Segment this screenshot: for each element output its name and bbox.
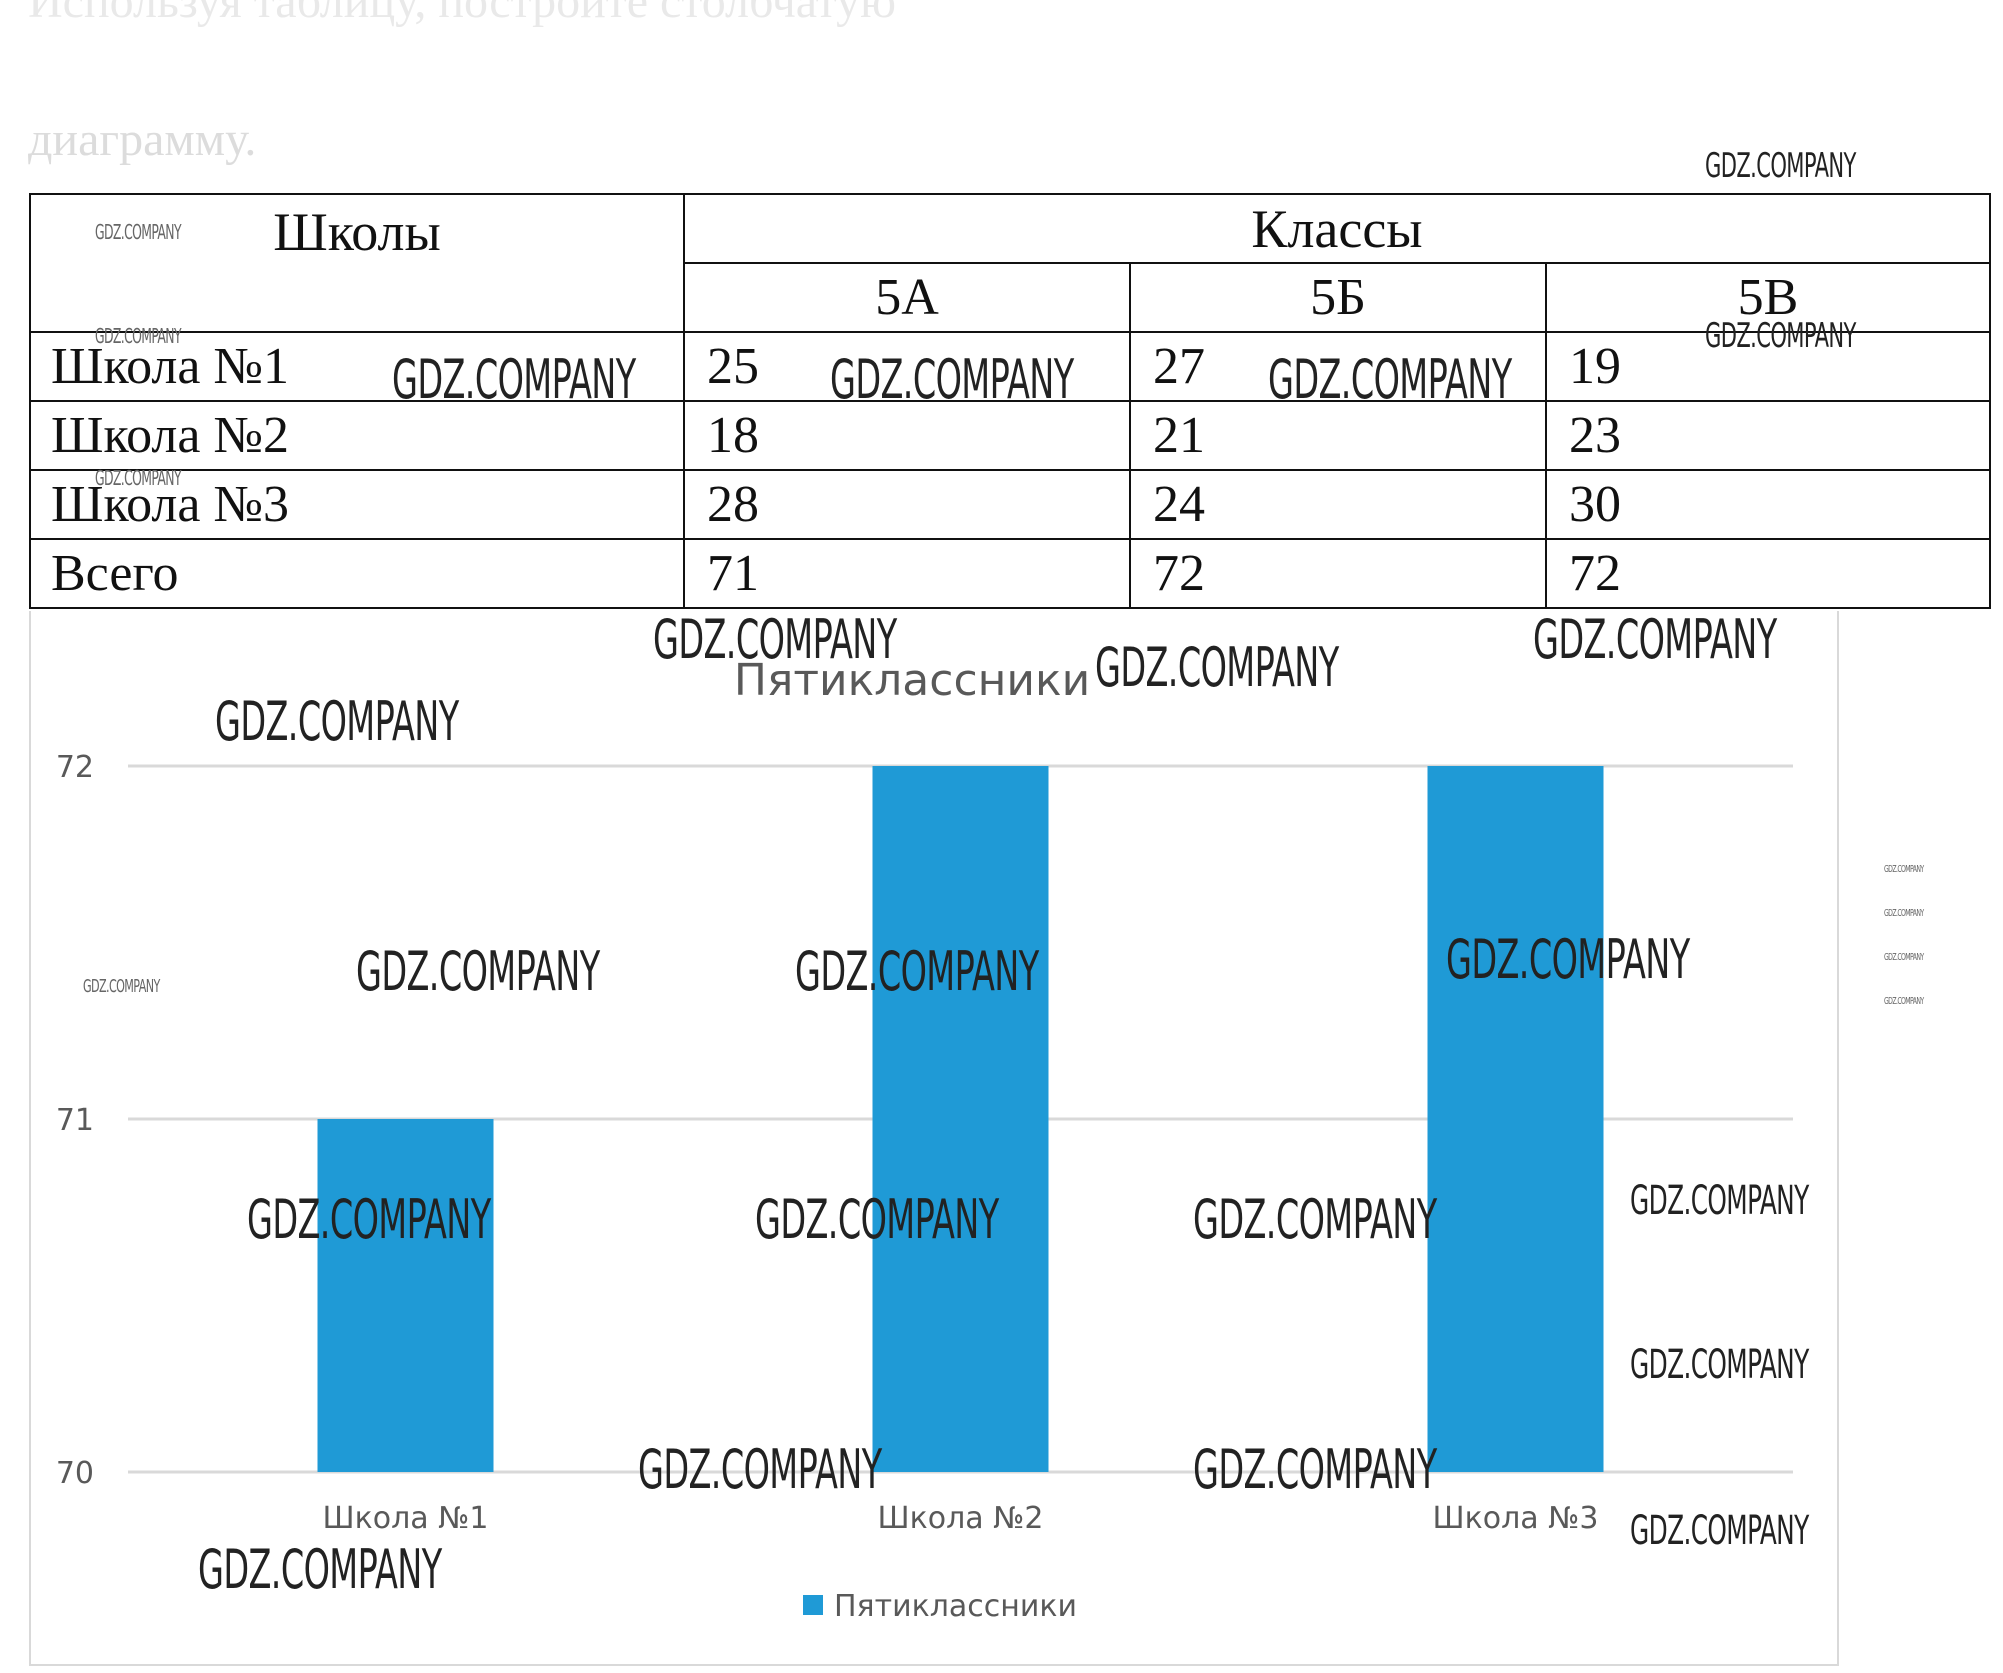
exercise-text-line-2: диаграмму. [28,113,257,166]
bar [1427,766,1604,1472]
schools-header: Школы [29,193,685,333]
watermark: GDZ.COMPANY [1193,1188,1437,1251]
chart-title: Пятиклассники [734,655,1090,706]
y-tick-label: 71 [56,1103,94,1138]
watermark: GDZ.COMPANY [755,1188,999,1251]
watermark: GDZ.COMPANY [653,608,897,671]
table-row: Школа №2 18 21 23 [29,400,1991,471]
y-tick-label: 72 [56,750,94,785]
chart-frame [29,611,1839,1666]
legend-swatch [803,1595,823,1615]
watermark: GDZ.COMPANY [1268,348,1512,411]
table-row: Школа №1 25 27 19 [29,331,1991,402]
watermark: GDZ.COMPANY [1193,1438,1437,1501]
watermark: GDZ.COMPANY [1705,316,1856,356]
class-header-5a: 5А [683,262,1131,333]
watermark: GDZ.COMPANY [392,348,636,411]
watermark: GDZ.COMPANY [83,976,160,997]
table-cell: 19 [1545,331,1991,402]
watermark: GDZ.COMPANY [1533,608,1777,671]
data-table: Школы Классы 5А 5Б 5В Школа №1 25 27 19 … [29,193,1991,609]
table-cell: 72 [1129,538,1547,609]
bar [317,1119,494,1472]
row-label: Всего [29,538,685,609]
table-cell: 71 [683,538,1131,609]
watermark: GDZ.COMPANY [198,1538,442,1601]
watermark: GDZ.COMPANY [1884,864,1924,875]
watermark: GDZ.COMPANY [1446,928,1690,991]
watermark: GDZ.COMPANY [1630,1342,1809,1388]
class-header-5v: 5В [1545,262,1991,333]
legend: Пятиклассники [803,1589,1077,1624]
table-cell: 24 [1129,469,1547,540]
x-tick-label: Школа №1 [323,1501,489,1536]
watermark: GDZ.COMPANY [638,1438,882,1501]
table-cell: 72 [1545,538,1991,609]
table-row-total: Всего 71 72 72 [29,538,1991,609]
table-row: Школа №3 28 24 30 [29,469,1991,540]
axis-labels: 70 71 72 Школа №1 Школа №2 Школа №3 [56,750,1599,1536]
watermark: GDZ.COMPANY [95,220,182,244]
watermark: GDZ.COMPANY [215,690,459,753]
classes-header: Классы [683,193,1991,264]
exercise-text-line-1: Используя таблицу, постройте столбчатую [28,0,897,28]
watermark: GDZ.COMPANY [830,348,1074,411]
watermark: GDZ.COMPANY [356,940,600,1003]
watermark: GDZ.COMPANY [95,324,182,348]
table-cell: 28 [683,469,1131,540]
x-tick-label: Школа №2 [878,1501,1044,1536]
watermark: GDZ.COMPANY [1884,908,1924,919]
watermark: GDZ.COMPANY [1095,636,1339,699]
table-cell: 18 [683,400,1131,471]
row-label: Школа №2 [29,400,685,471]
table-cell: 30 [1545,469,1991,540]
table-cell: 23 [1545,400,1991,471]
y-tick-label: 70 [56,1456,94,1491]
table-cell: 25 [683,331,1131,402]
bar [872,766,1049,1472]
watermark: GDZ.COMPANY [247,1188,491,1251]
row-label: Школа №3 [29,469,685,540]
watermark: GDZ.COMPANY [795,940,1039,1003]
class-header-5b: 5Б [1129,262,1547,333]
watermark: GDZ.COMPANY [1705,146,1856,186]
x-tick-label: Школа №3 [1433,1501,1599,1536]
watermark: GDZ.COMPANY [95,466,182,490]
watermark: GDZ.COMPANY [1884,996,1924,1007]
watermark: GDZ.COMPANY [1884,952,1924,963]
legend-label: Пятиклассники [834,1589,1077,1624]
watermark: GDZ.COMPANY [1630,1178,1809,1224]
table-cell: 27 [1129,331,1547,402]
bars [317,766,1604,1472]
row-label: Школа №1 [29,331,685,402]
watermark: GDZ.COMPANY [1630,1508,1809,1554]
table-cell: 21 [1129,400,1547,471]
